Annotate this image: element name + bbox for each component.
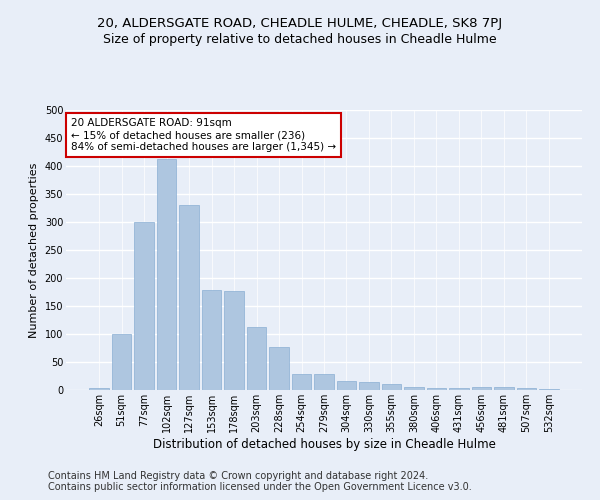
Text: 20 ALDERSGATE ROAD: 91sqm
← 15% of detached houses are smaller (236)
84% of semi: 20 ALDERSGATE ROAD: 91sqm ← 15% of detac… [71,118,336,152]
Bar [382,384,401,390]
Bar [292,374,311,390]
Bar [112,334,131,390]
Bar [224,291,244,390]
Bar [157,158,176,390]
Bar [494,387,514,390]
Text: Size of property relative to detached houses in Cheadle Hulme: Size of property relative to detached ho… [103,32,497,46]
Bar [517,388,536,390]
Bar [539,389,559,390]
Bar [179,205,199,390]
Bar [427,388,446,390]
Y-axis label: Number of detached properties: Number of detached properties [29,162,39,338]
Text: Contains public sector information licensed under the Open Government Licence v3: Contains public sector information licen… [48,482,472,492]
Text: 20, ALDERSGATE ROAD, CHEADLE HULME, CHEADLE, SK8 7PJ: 20, ALDERSGATE ROAD, CHEADLE HULME, CHEA… [97,18,503,30]
Text: Contains HM Land Registry data © Crown copyright and database right 2024.: Contains HM Land Registry data © Crown c… [48,471,428,481]
Bar [404,387,424,390]
Bar [269,347,289,390]
Bar [89,388,109,390]
X-axis label: Distribution of detached houses by size in Cheadle Hulme: Distribution of detached houses by size … [152,438,496,450]
Bar [202,290,221,390]
Bar [337,381,356,390]
Bar [472,386,491,390]
Bar [134,222,154,390]
Bar [359,382,379,390]
Bar [247,328,266,390]
Bar [449,388,469,390]
Bar [314,374,334,390]
